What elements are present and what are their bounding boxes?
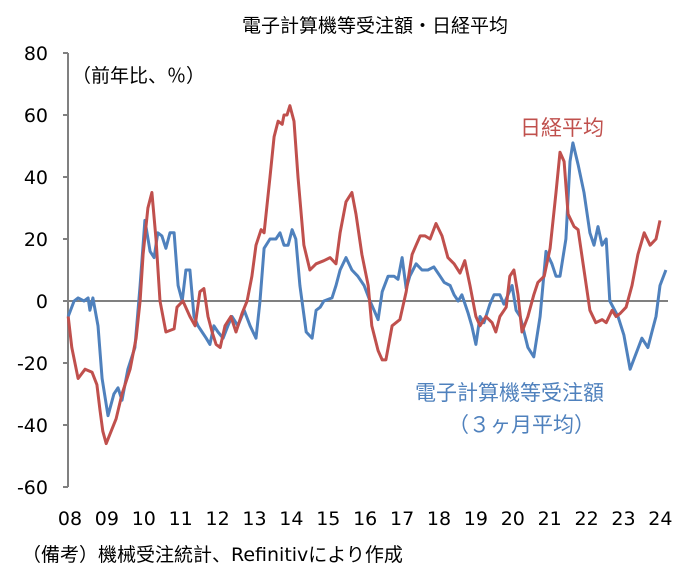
x-tick-label: 11 (169, 508, 193, 530)
x-axis: 08 09 10 11 12 13 14 15 16 17 18 19 20 21 22 23 24 (58, 508, 673, 530)
x-tick-label: 15 (316, 508, 340, 530)
x-tick-label: 22 (575, 508, 599, 530)
legend-nikkei: 日経平均 (520, 116, 604, 140)
x-tick-label: 13 (242, 508, 266, 530)
y-tick-label: -60 (17, 477, 48, 499)
series-line-computer-orders (66, 141, 668, 418)
y-tick-label: 60 (24, 105, 48, 127)
source-note: （備考）機械受注統計、Refinitivにより作成 (22, 544, 403, 566)
y-axis-label: （前年比、％） (72, 65, 205, 87)
x-tick-label: 18 (427, 508, 451, 530)
x-tick-label: 08 (58, 508, 82, 530)
x-tick-label: 09 (95, 508, 119, 530)
x-tick-label: 23 (611, 508, 635, 530)
y-tick-label: -40 (17, 415, 48, 437)
y-tick-label: 20 (24, 229, 48, 251)
y-tick-label: 40 (24, 167, 48, 189)
legend-computer-orders-sub: （３ヶ月平均） (448, 413, 595, 437)
x-tick-label: 12 (206, 508, 230, 530)
y-tick-label: 80 (24, 43, 48, 65)
x-tick-label: 14 (279, 508, 303, 530)
x-tick-label: 10 (132, 508, 156, 530)
series-line-nikkei (66, 104, 662, 446)
y-axis: 80 60 40 20 0 -20 -40 -60 (17, 43, 68, 499)
x-tick-label: 20 (501, 508, 525, 530)
y-tick-label: -20 (17, 353, 48, 375)
legend-computer-orders: 電子計算機等受注額 (415, 381, 604, 405)
x-tick-label: 17 (390, 508, 414, 530)
chart-title: 電子計算機等受注額・日経平均 (242, 15, 508, 37)
x-tick-label: 21 (538, 508, 562, 530)
y-tick-label: 0 (36, 291, 48, 313)
x-tick-label: 16 (353, 508, 377, 530)
x-tick-label: 19 (464, 508, 488, 530)
x-tick-label: 24 (648, 508, 672, 530)
